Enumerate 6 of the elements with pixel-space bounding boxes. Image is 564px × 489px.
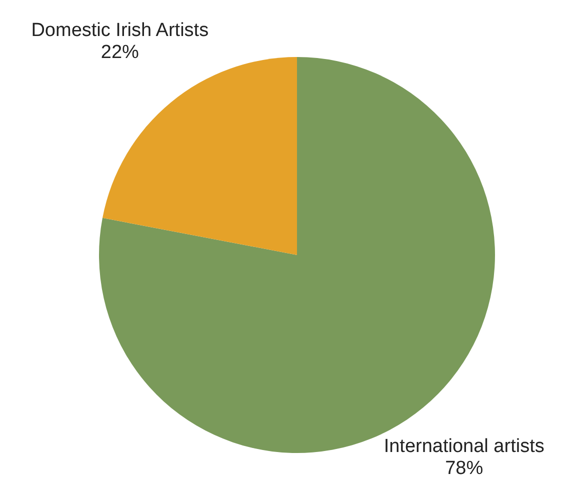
data-label: 78% [445, 458, 484, 480]
slice-label: International artists [384, 436, 544, 458]
slice-label: Domestic Irish Artists [31, 20, 209, 41]
data-label: 22% [100, 42, 140, 63]
pie-slice [102, 57, 297, 255]
pie-slice [99, 57, 495, 453]
